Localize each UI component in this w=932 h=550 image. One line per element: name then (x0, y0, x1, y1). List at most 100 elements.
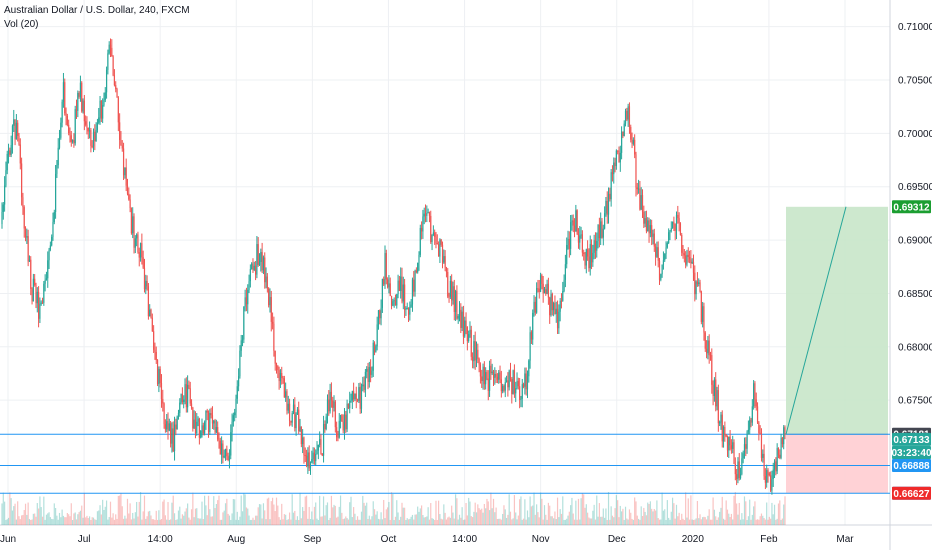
volume-bar (119, 495, 121, 525)
candle-body (153, 331, 155, 350)
volume-bar (18, 516, 20, 525)
candle-body (773, 461, 776, 470)
volume-bar (270, 501, 272, 525)
volume-bar (173, 513, 176, 525)
candle-body (551, 294, 553, 311)
candle-body (621, 131, 623, 153)
candle-body (132, 216, 134, 234)
candle-body (7, 150, 10, 154)
volume-bar (730, 513, 733, 525)
candle-body (703, 306, 705, 333)
volume-bar (126, 498, 129, 525)
volume-bar (664, 509, 666, 525)
volume-bar (367, 518, 369, 525)
volume-bar (249, 519, 251, 525)
volume-bar (588, 517, 590, 525)
candle-body (400, 276, 402, 291)
candle-body (737, 461, 739, 480)
candle-body (742, 453, 744, 459)
volume-bar (651, 508, 653, 525)
volume-bar (28, 519, 31, 525)
volume-bar (454, 494, 457, 525)
candle-body (734, 463, 736, 475)
candle-body (451, 280, 453, 301)
candle-body (407, 308, 410, 315)
volume-bar (590, 518, 593, 525)
candle-body (252, 263, 254, 270)
candle-body (683, 253, 685, 256)
volume-bar (125, 518, 127, 525)
volume-bar (10, 498, 12, 525)
candle-body (355, 393, 357, 400)
volume-bar (519, 499, 521, 525)
volume-bar (330, 495, 333, 525)
volume-bar (507, 514, 509, 525)
volume-bar (109, 501, 112, 525)
candle-body (762, 453, 764, 458)
candle-body (513, 370, 516, 394)
candle-body (155, 351, 157, 361)
candle-body (677, 214, 679, 219)
volume-bar (40, 507, 42, 525)
candle-body (390, 296, 393, 306)
volume-bar (362, 495, 364, 525)
volume-bar (282, 519, 284, 525)
candle-body (436, 243, 438, 245)
volume-bar (264, 510, 266, 525)
candle-body (495, 373, 497, 377)
candle-body (573, 225, 576, 232)
candle-body (509, 370, 512, 380)
volume-bar (411, 514, 414, 525)
candle-body (700, 291, 702, 322)
candle-body (134, 238, 136, 248)
candle-body (483, 366, 485, 385)
candle-body (71, 140, 74, 142)
candle-body (512, 370, 514, 395)
volume-bar (593, 504, 595, 525)
volume-bar (626, 518, 628, 525)
volume-bar (407, 519, 410, 525)
candle-body (236, 386, 238, 399)
candle-body (160, 383, 163, 399)
volume-bar (656, 500, 658, 525)
candle-body (437, 244, 440, 257)
volume-bar (773, 504, 776, 525)
candle-body (675, 214, 678, 231)
candle-body (237, 376, 240, 387)
candle-body (241, 339, 244, 341)
volume-bar (500, 519, 502, 525)
candle-body (662, 260, 665, 265)
candle-body (687, 254, 689, 258)
volume-bar (236, 511, 238, 525)
volume-bar (738, 502, 740, 525)
candle-body (671, 221, 674, 229)
candle-body (745, 444, 747, 449)
volume-bar (134, 512, 136, 525)
candle-body (435, 236, 437, 244)
volume-bar (338, 506, 340, 525)
volume-bar (568, 511, 570, 525)
candle-body (720, 414, 722, 423)
candle-body (73, 140, 75, 144)
candle-body (304, 455, 306, 457)
volume-bar (320, 516, 322, 525)
volume-bar (279, 519, 282, 525)
candle-body (530, 332, 533, 340)
volume-bar (396, 500, 398, 525)
volume-bar (147, 511, 150, 525)
volume-bar (448, 516, 450, 525)
volume-bar (57, 519, 59, 525)
volume-bar (682, 518, 684, 525)
candle-body (296, 409, 299, 415)
candle-body (316, 450, 318, 454)
volume-bar (637, 518, 640, 525)
candle-body (281, 373, 283, 379)
volume-bar (652, 511, 654, 525)
volume-bar (35, 516, 37, 525)
volume-bar (143, 495, 146, 525)
candle-body (36, 291, 38, 304)
candle-body (375, 346, 377, 353)
volume-bar (234, 499, 236, 525)
candle-body (430, 215, 432, 242)
